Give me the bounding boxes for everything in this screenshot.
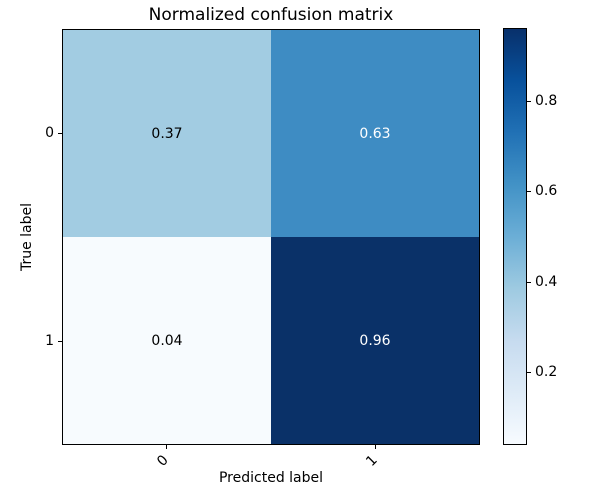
colorbar-tick-mark: [527, 191, 531, 193]
x-axis-label: Predicted label: [218, 470, 324, 486]
colorbar-tick-label: 0.4: [535, 273, 558, 290]
heatmap-cell-r0c1: 0.63: [271, 30, 479, 237]
y-tick-label-1: 1: [45, 333, 54, 349]
y-axis-label: True label: [19, 202, 35, 272]
colorbar-gradient: [503, 28, 527, 445]
x-tick-mark: [375, 445, 376, 449]
colorbar-tick-mark: [527, 100, 531, 102]
y-tick-mark: [58, 133, 62, 134]
heatmap-cell-r0c0: 0.37: [63, 30, 271, 237]
heatmap-cell-r1c1: 0.96: [271, 237, 479, 444]
x-tick-label-0: 0: [154, 452, 172, 470]
chart-title: Normalized confusion matrix: [148, 5, 394, 25]
x-tick-label-1: 1: [363, 452, 381, 470]
heatmap-plot-area: 0.37 0.63 0.04 0.96: [62, 29, 480, 445]
colorbar: 0.8 0.6 0.4 0.2: [503, 28, 573, 445]
colorbar-tick-label: 0.2: [535, 364, 558, 381]
x-tick-mark: [166, 445, 167, 449]
colorbar-tick-label: 0.8: [535, 92, 558, 109]
heatmap-cell-r1c0: 0.04: [63, 237, 271, 444]
y-tick-label-0: 0: [45, 125, 54, 141]
colorbar-tick-mark: [527, 281, 531, 283]
colorbar-tick-mark: [527, 372, 531, 374]
y-tick-mark: [58, 341, 62, 342]
colorbar-tick-label: 0.6: [535, 183, 558, 200]
